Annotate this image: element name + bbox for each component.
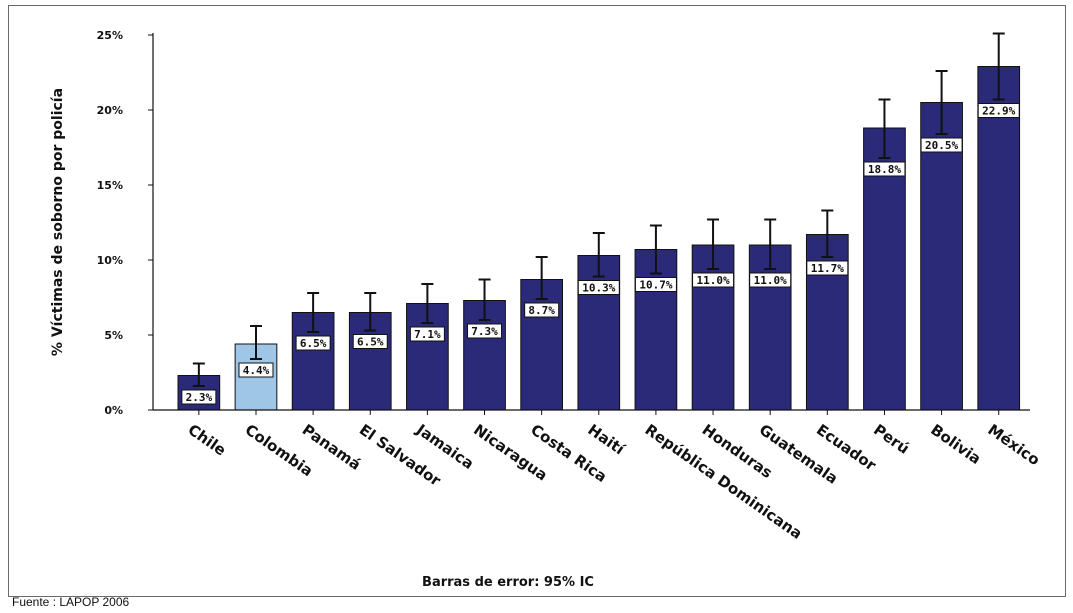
data-label: 8.7% bbox=[528, 304, 555, 317]
data-label-box bbox=[692, 272, 735, 288]
data-label-box bbox=[749, 272, 792, 288]
y-tick-label: 5% bbox=[104, 329, 123, 342]
data-label: 10.3% bbox=[582, 282, 615, 295]
data-label-box bbox=[920, 137, 963, 153]
y-axis-ticks: 0% 5% 10% 15% 20% 25% bbox=[97, 29, 153, 417]
x-tick-label: México bbox=[984, 421, 1043, 470]
data-label: 11.0% bbox=[696, 274, 729, 287]
x-tick-label: Haití bbox=[584, 421, 628, 459]
axes bbox=[152, 33, 1030, 411]
x-tick-label: Perú bbox=[870, 421, 912, 458]
data-label-box bbox=[806, 260, 849, 276]
y-tick-label: 10% bbox=[97, 254, 123, 267]
error-bar-note: Barras de error: 95% IC bbox=[422, 575, 594, 590]
bar bbox=[977, 66, 1021, 411]
data-label: 20.5% bbox=[925, 139, 958, 152]
data-label: 7.3% bbox=[471, 325, 498, 338]
data-label: 7.1% bbox=[414, 328, 441, 341]
data-label: 11.7% bbox=[811, 262, 844, 275]
data-label-box bbox=[577, 280, 620, 295]
data-label-box bbox=[295, 335, 331, 351]
data-label: 4.4% bbox=[243, 364, 270, 377]
y-axis-label: % Víctimas de soborno por policía bbox=[50, 88, 66, 356]
data-label-box bbox=[977, 103, 1020, 118]
source-note: Fuente : LAPOP 2006 bbox=[12, 595, 130, 609]
data-label: 22.9% bbox=[982, 105, 1015, 118]
data-label: 6.5% bbox=[357, 336, 384, 349]
data-label-box bbox=[238, 362, 274, 378]
y-tick-label: 25% bbox=[97, 29, 123, 42]
data-label-box bbox=[181, 389, 217, 405]
data-label: 18.8% bbox=[868, 163, 901, 176]
data-label: 6.5% bbox=[300, 337, 327, 350]
y-tick-label: 0% bbox=[104, 404, 123, 417]
data-labels: 2.3% 4.4% 6.5% 6.5% 7.1% 7.3% 8.7% 10.3% 10.7% 11… bbox=[181, 103, 1020, 405]
bar bbox=[577, 255, 621, 411]
data-label-box bbox=[409, 326, 445, 342]
y-tick-label: 15% bbox=[97, 179, 123, 192]
y-tick-label: 20% bbox=[97, 104, 123, 117]
chart-frame bbox=[8, 5, 1066, 597]
y-axis-label-group: % Víctimas de soborno por policía bbox=[50, 88, 66, 356]
bar bbox=[520, 279, 564, 411]
x-tick-label: Chile bbox=[185, 421, 230, 460]
data-label-box bbox=[634, 277, 677, 292]
data-label-box bbox=[467, 323, 503, 339]
error-bars bbox=[192, 32, 1005, 387]
x-tick-label: Bolivia bbox=[927, 421, 984, 468]
data-label: 10.7% bbox=[639, 279, 672, 292]
data-label-box bbox=[352, 334, 388, 349]
data-label: 2.3% bbox=[186, 391, 213, 404]
data-label-box bbox=[863, 161, 906, 177]
bar bbox=[920, 102, 963, 411]
data-label-box bbox=[524, 302, 560, 318]
data-label: 11.0% bbox=[754, 274, 787, 287]
